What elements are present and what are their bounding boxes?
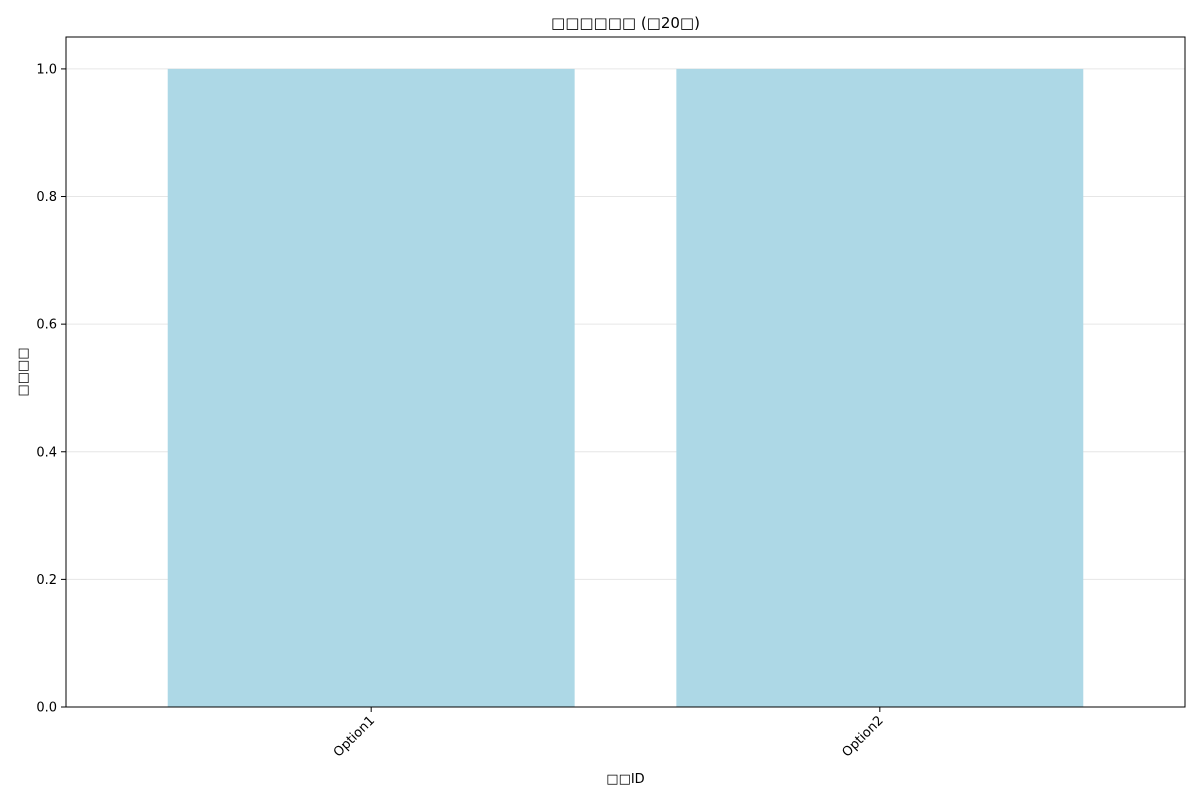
y-tick-label: 0.0 xyxy=(36,701,57,716)
x-tick-label: Option1 xyxy=(331,713,378,760)
y-tick-label: 0.4 xyxy=(36,445,57,460)
y-tick-label: 1.0 xyxy=(36,62,57,77)
y-tick-label: 0.2 xyxy=(36,573,57,588)
y-tick-label: 0.6 xyxy=(36,318,57,333)
bar-option1 xyxy=(167,68,575,707)
x-tick-label: Option2 xyxy=(840,713,887,760)
y-tick-label: 0.8 xyxy=(36,190,57,205)
bars xyxy=(167,68,1084,707)
x-axis-ticks: Option1 Option2 xyxy=(331,707,887,760)
plot-area-frame xyxy=(65,36,1186,708)
x-axis-label: □□ID xyxy=(606,772,644,787)
bar-option2 xyxy=(676,68,1084,707)
y-axis-label: □□□□ xyxy=(16,347,31,396)
chart-title: □□□□□□ (□20□) xyxy=(551,14,700,32)
y-axis-ticks: 0.0 0.2 0.4 0.6 0.8 1.0 xyxy=(36,62,66,716)
